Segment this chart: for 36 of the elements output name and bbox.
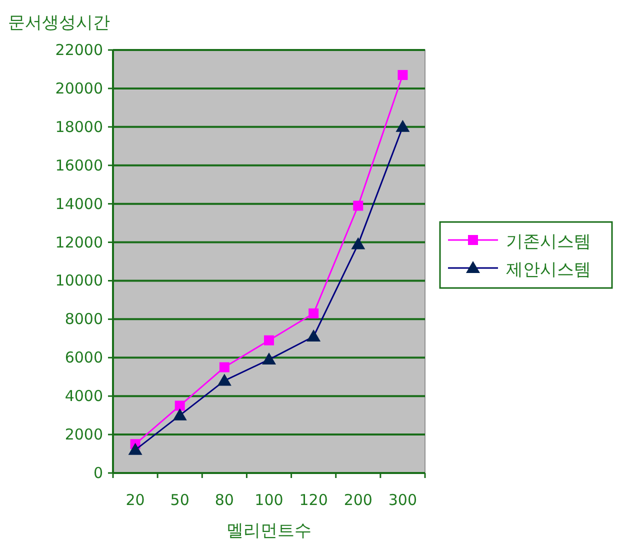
point bbox=[262, 352, 276, 365]
point bbox=[264, 335, 274, 346]
y-tick-label: 8000 bbox=[64, 310, 103, 328]
y-tick-label: 4000 bbox=[64, 387, 103, 406]
legend-label: 제안시스템 bbox=[506, 260, 591, 280]
y-tick-label: 6000 bbox=[64, 348, 103, 367]
x-tick-label: 50 bbox=[170, 491, 190, 509]
point bbox=[351, 237, 366, 250]
y-tick-label: 0 bbox=[93, 464, 103, 482]
x-axis-title: 멜리먼트수 bbox=[226, 521, 312, 541]
point bbox=[306, 329, 321, 342]
y-tick-label: 10000 bbox=[55, 272, 103, 290]
x-tick-label: 300 bbox=[388, 491, 418, 509]
y-tick-label: 16000 bbox=[55, 156, 103, 174]
y-tick-label: 18000 bbox=[55, 118, 103, 136]
point bbox=[396, 120, 410, 132]
y-tick-label: 14000 bbox=[55, 194, 103, 213]
point bbox=[128, 442, 142, 455]
x-tick-label: 120 bbox=[299, 491, 328, 509]
legend-label: 기존시스템 bbox=[506, 232, 591, 252]
point bbox=[219, 362, 230, 372]
y-tick-label: 22000 bbox=[55, 41, 103, 59]
y-tick-label: 20000 bbox=[55, 79, 103, 98]
point bbox=[353, 200, 364, 211]
point bbox=[174, 400, 185, 411]
point bbox=[172, 408, 187, 420]
point bbox=[217, 374, 232, 386]
point bbox=[308, 308, 319, 318]
x-tick-label: 200 bbox=[344, 491, 372, 509]
y-tick-label: 2000 bbox=[64, 426, 103, 444]
x-tick-label: 80 bbox=[214, 491, 234, 509]
x-tick-label: 20 bbox=[126, 491, 145, 509]
point bbox=[398, 70, 408, 80]
y-tick-label: 12000 bbox=[55, 233, 103, 252]
y-axis-title: 문서생성시간 bbox=[8, 13, 110, 33]
x-tick-label: 100 bbox=[254, 491, 284, 509]
